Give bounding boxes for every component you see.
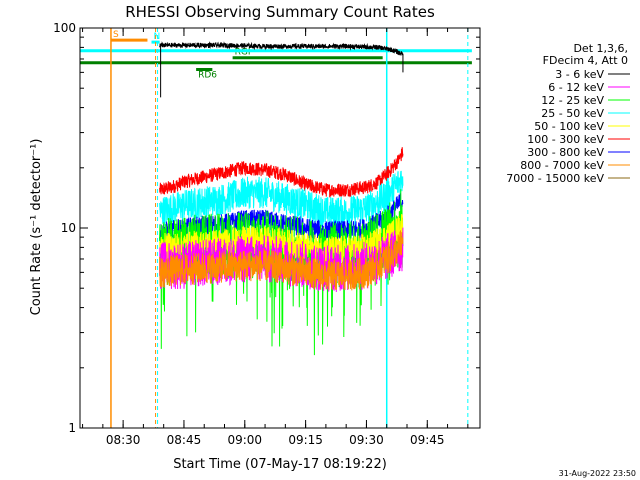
y-axis-label: Count Rate (s⁻¹ detector⁻¹) xyxy=(29,139,44,316)
legend-entry-label: 50 - 100 keV xyxy=(534,120,604,133)
series-800-7000-kevline xyxy=(159,230,404,291)
x-axis-label: Start Time (07-May-17 08:19:22) xyxy=(173,457,387,472)
series-25-50-kevline xyxy=(159,170,404,228)
axes: 1 10 100 08:30 08:45 09:00 09:15 09:30 09:45 xyxy=(53,21,481,447)
x-tick-label: 09:30 xyxy=(349,433,384,447)
flag-label-rgi: RGI xyxy=(235,48,251,58)
y-tick-label: 1 xyxy=(68,421,76,435)
footer-date: 31-Aug-2022 23:50 xyxy=(559,469,636,478)
series-6-12-kevline xyxy=(159,227,404,293)
x-tick-label: 08:45 xyxy=(167,433,202,447)
series-100-300-kevline xyxy=(159,147,404,198)
legend-entry-label: 25 - 50 keV xyxy=(541,107,604,120)
flag-label-rd6: RD6 xyxy=(198,71,217,81)
series-3-6-kevline xyxy=(159,41,404,56)
legend-entry-label: 300 - 800 keV xyxy=(527,146,604,159)
flag-label-s: S xyxy=(113,30,119,40)
legend-entry-label: 12 - 25 keV xyxy=(541,94,604,107)
legend-header-line: FDecim 4, Att 0 xyxy=(543,54,628,67)
legend-entry-label: 7000 - 15000 keV xyxy=(506,172,604,185)
legend-entry-label: 6 - 12 keV xyxy=(548,81,604,94)
x-tick-label: 09:45 xyxy=(410,433,445,447)
legend-entry-label: 800 - 7000 keV xyxy=(520,159,604,172)
series-group xyxy=(159,41,404,356)
chart-title: RHESSI Observing Summary Count Rates xyxy=(125,3,435,21)
legend-entry-label: 3 - 6 keV xyxy=(555,68,604,81)
x-tick-label: 09:15 xyxy=(288,433,323,447)
y-tick-label: 10 xyxy=(61,221,76,235)
y-tick-label: 100 xyxy=(53,21,76,35)
flag-label-n: N xyxy=(154,32,161,42)
legend-entry-label: 100 - 300 keV xyxy=(527,133,604,146)
flag-bars: S N RGI RD6 xyxy=(80,28,472,428)
x-tick-label: 08:30 xyxy=(106,433,141,447)
legend-header-line: Det 1,3,6, xyxy=(573,42,628,55)
x-tick-label: 09:00 xyxy=(227,433,262,447)
